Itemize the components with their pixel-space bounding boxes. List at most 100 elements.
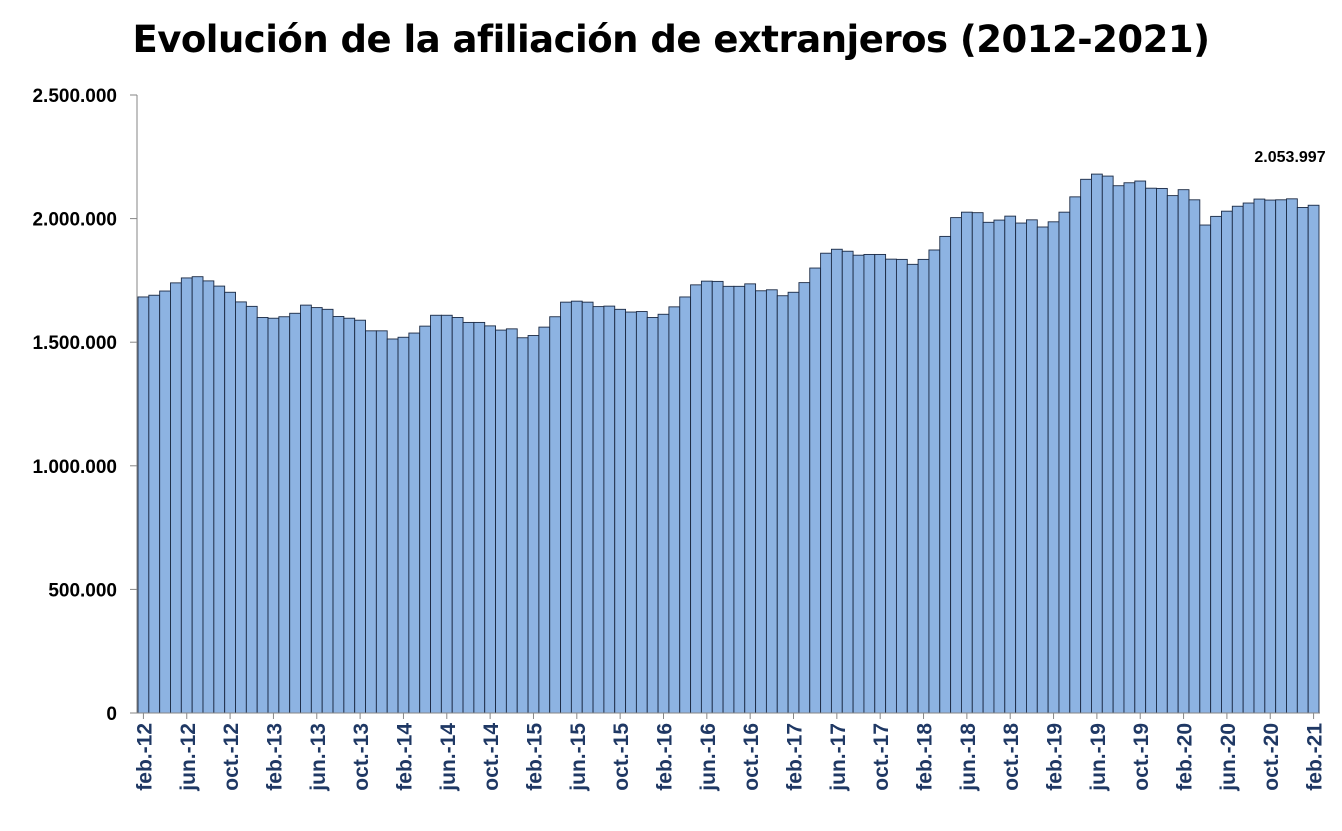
bar-sep.-20: [1253, 198, 1266, 714]
x-tick-label: feb.-21: [1304, 723, 1327, 791]
bar-jul.-15: [581, 301, 594, 714]
bar-sep.-12: [213, 285, 226, 714]
bar-may.-17: [820, 252, 832, 714]
bar-jun.-19: [1091, 173, 1103, 714]
bar-ene.-19: [1036, 226, 1049, 714]
bar-ene.-13: [256, 317, 269, 714]
y-tick-label: 0: [106, 704, 117, 725]
bar-jul.-20: [1231, 205, 1244, 714]
bar-jun.-15: [570, 300, 583, 714]
x-tick-label: oct.-15: [610, 723, 633, 791]
bars-layer: [137, 173, 1320, 714]
x-tick-label: feb.-17: [784, 723, 807, 791]
x-tick-label: oct.-16: [740, 723, 763, 791]
bar-oct.-19: [1134, 180, 1147, 714]
bar-mar.-18: [928, 249, 941, 714]
x-tick-label: oct.-12: [220, 723, 243, 791]
bar-abr.-18: [939, 235, 952, 714]
bar-ene.-15: [516, 337, 529, 714]
x-axis: feb.-12 jun.-12 oct.-12 feb.-13 jun.-13 oct.-…: [133, 713, 1327, 792]
bar-ene.-18: [906, 263, 919, 714]
bar-ago.-14: [462, 321, 475, 714]
bar-sep.-15: [603, 305, 616, 714]
bar-mar.-20: [1188, 199, 1201, 714]
bar-oct.-20: [1264, 199, 1277, 714]
bar-ago.-16: [722, 285, 735, 714]
bar-dic.-13: [375, 330, 388, 714]
bar-dic.-15: [635, 311, 648, 714]
bar-mar.-19: [1058, 211, 1071, 714]
bar-nov.-18: [1015, 222, 1027, 714]
x-tick-label: jun.-15: [567, 723, 590, 792]
bar-jun.-18: [961, 211, 973, 714]
bar-ene.-21: [1296, 207, 1309, 714]
bar-may.-15: [560, 301, 572, 714]
bar-abr.-16: [679, 296, 692, 714]
bar-abr.-17: [809, 267, 822, 714]
x-tick-label: feb.-19: [1044, 723, 1067, 791]
bar-ago.-12: [202, 280, 215, 714]
bar-sep.-16: [733, 285, 746, 714]
y-tick-label: 2.500.000: [32, 86, 117, 107]
bar-oct.-16: [744, 283, 757, 714]
bar-jun.-13: [310, 307, 323, 714]
x-tick-label: jun.-18: [957, 723, 980, 792]
bar-may.-16: [690, 284, 702, 714]
y-tick-label: 2.000.000: [32, 210, 117, 231]
bar-jul.-19: [1101, 175, 1114, 714]
bar-abr.-13: [289, 312, 301, 714]
x-tick-label: feb.-18: [914, 723, 937, 791]
bar-mar.-14: [408, 332, 421, 714]
bar-oct.-15: [614, 308, 627, 714]
bar-ene.-20: [1166, 195, 1179, 714]
bar-dic.-16: [765, 289, 778, 714]
x-tick-label: oct.-19: [1130, 723, 1153, 791]
x-tick-label: feb.-12: [133, 723, 156, 791]
bar-ene.-16: [646, 317, 659, 714]
bar-abr.-14: [419, 325, 431, 714]
bar-dic.-14: [505, 328, 518, 714]
bar-ago.-13: [332, 316, 345, 714]
bar-ago.-18: [982, 221, 995, 714]
bar-sep.-18: [993, 219, 1006, 714]
chart-title: Evolución de la afiliación de extranjero…: [132, 18, 1210, 61]
bar-feb.-16: [657, 313, 670, 714]
bar-ene.-14: [386, 338, 399, 714]
y-tick-label: 500.000: [48, 580, 117, 601]
bar-jun.-20: [1221, 210, 1233, 714]
x-tick-label: oct.-14: [480, 723, 503, 791]
bar-ene.-17: [776, 295, 789, 714]
bar-may.-18: [950, 217, 962, 714]
bar-jul.-18: [971, 212, 984, 714]
bar-sep.-13: [343, 317, 356, 714]
bar-feb.-18: [917, 258, 930, 714]
bar-oct.-13: [354, 319, 366, 714]
bar-ago.-20: [1242, 202, 1255, 714]
bar-feb.-15: [527, 335, 540, 714]
bar-sep.-19: [1123, 182, 1136, 714]
bar-jun.-16: [700, 280, 713, 714]
bar-nov.-16: [755, 290, 767, 714]
bar-feb.-12: [137, 296, 150, 714]
bar-dic.-12: [245, 305, 258, 714]
x-tick-label: jun.-19: [1087, 723, 1110, 792]
bar-dic.-19: [1156, 187, 1168, 714]
bar-oct.-18: [1004, 215, 1017, 714]
x-tick-label: jun.-20: [1217, 723, 1240, 792]
x-tick-label: feb.-14: [393, 723, 416, 791]
x-tick-label: jun.-14: [437, 723, 460, 792]
bar-oct.-12: [224, 291, 236, 714]
bar-jun.-17: [830, 248, 843, 714]
bar-abr.-15: [549, 316, 561, 714]
bar-feb.-13: [267, 317, 280, 714]
bar-sep.-17: [863, 253, 876, 714]
bar-mar.-13: [278, 316, 291, 714]
y-tick-label: 1.000.000: [32, 457, 117, 478]
bar-jul.-13: [321, 308, 334, 714]
bar-dic.-17: [895, 258, 908, 714]
bar-jul.-14: [451, 317, 464, 714]
bar-jun.-14: [440, 314, 453, 714]
x-tick-label: jun.-12: [177, 723, 200, 792]
bar-nov.-14: [495, 329, 507, 714]
bar-nov.-19: [1145, 187, 1157, 714]
